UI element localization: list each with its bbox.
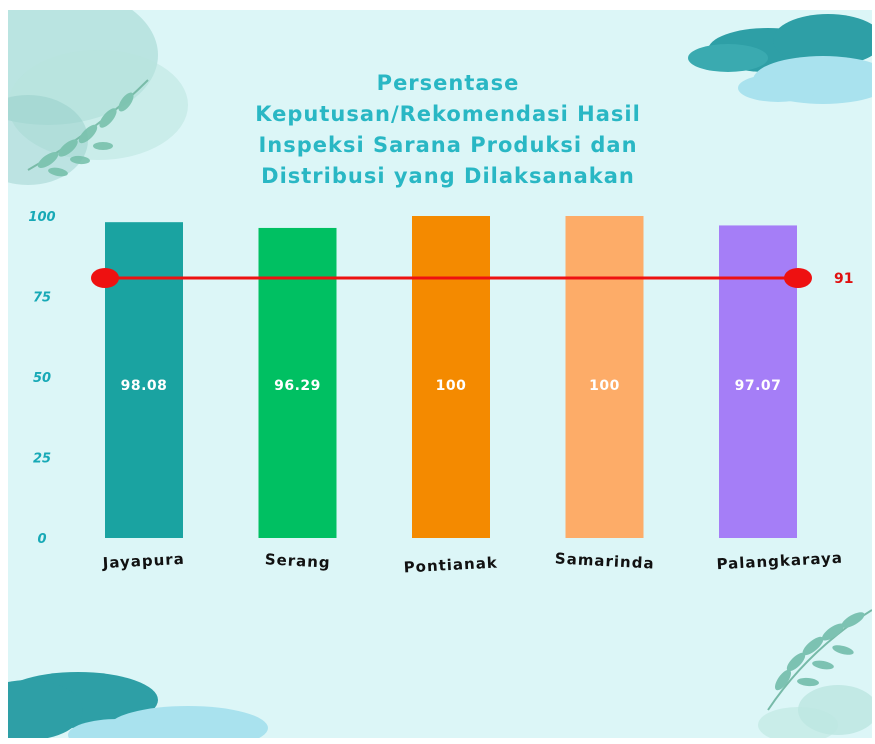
chart-title-line-1: Persentase <box>376 71 520 95</box>
chart-canvas: Persentase Keputusan/Rekomendasi Hasil I… <box>8 10 872 738</box>
x-category-label: Palangkaraya <box>716 549 843 574</box>
bar-value-label: 97.07 <box>735 378 782 394</box>
watercolor-wash-top-left <box>8 10 188 185</box>
y-tick-label: 0 <box>37 532 46 547</box>
cloud-top-right <box>688 14 872 104</box>
y-tick-label: 50 <box>33 371 51 386</box>
bar-value-label: 100 <box>436 378 467 394</box>
leaf-sprig-top-left <box>27 79 149 177</box>
bar-pontianak <box>412 216 490 538</box>
y-tick-label: 75 <box>33 291 51 306</box>
x-category-label: Serang <box>264 550 331 571</box>
chart-title: Persentase Keputusan/Rekomendasi Hasil I… <box>148 68 748 192</box>
chart-title-line-4: Distribusi yang Dilaksanakan <box>261 164 635 188</box>
y-tick-label: 25 <box>33 452 51 467</box>
cloud-bottom-left <box>8 672 268 738</box>
x-category-label: Samarinda <box>554 549 655 572</box>
chart-title-line-2: Keputusan/Rekomendasi Hasil <box>255 102 641 126</box>
background-decoration <box>8 10 872 738</box>
target-line-end-dot <box>784 268 812 288</box>
x-category-label: Pontianak <box>403 554 498 577</box>
bar-serang <box>258 227 337 538</box>
bar-value-label: 100 <box>589 378 620 394</box>
bar-value-label: 96.29 <box>274 378 321 394</box>
leaf-sprig-bottom-right <box>758 609 872 738</box>
bar-samarinda <box>565 216 644 538</box>
x-category-label: Jayapura <box>101 550 185 572</box>
y-tick-label: 100 <box>28 210 55 225</box>
bar-value-label: 98.08 <box>121 378 168 394</box>
target-line-start-dot <box>91 268 119 288</box>
bar-chart: 0 25 50 75 100 98.08 Jayapura 96.29 Serang 100 Pon… <box>28 210 853 577</box>
chart-title-line-3: Inspeksi Sarana Produksi dan <box>258 133 638 157</box>
target-value-label: 91 <box>834 271 853 287</box>
